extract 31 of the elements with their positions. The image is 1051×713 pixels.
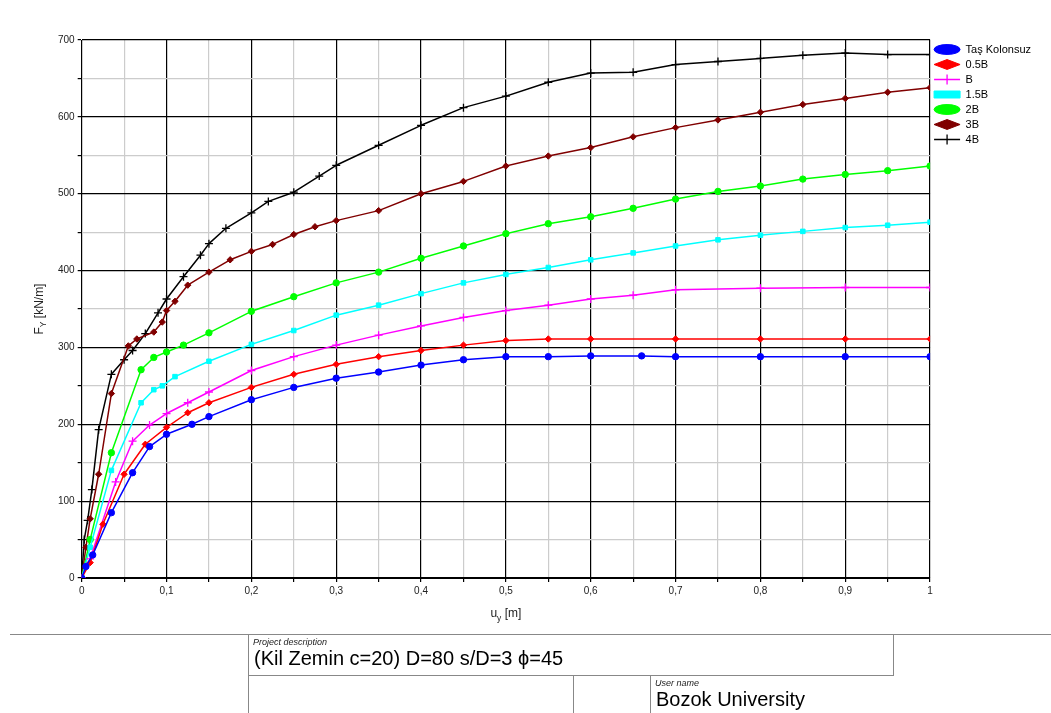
x-tick-label: 0 [78,584,85,596]
x-tick-label: 1 [927,584,934,596]
legend-label: Taş Kolonsuz [965,42,1032,55]
y-tick-label: 100 [58,494,76,506]
legend-label: 3B [965,117,980,130]
y-tick-label: 600 [58,110,76,122]
text: User name [655,678,700,688]
y-tick-label: 0 [69,571,76,583]
x-tick-label: 0,7 [668,584,683,596]
legend-label: B [965,72,973,85]
x-tick-label: 0,1 [159,584,174,596]
y-tick-label: 300 [58,341,76,353]
x-tick-label: 0,3 [329,584,344,596]
text: Bozok University [656,688,805,711]
y-tick-label: 200 [58,418,76,430]
y-tick-label: 400 [58,264,76,276]
x-tick-label: 0,9 [838,584,853,596]
legend-label: 4B [965,132,980,145]
x-tick-label: 0,2 [244,584,259,596]
legend-label: 2B [965,102,980,115]
x-tick-label: 0,8 [753,584,768,596]
text: (Kil Zemin c=20) D=80 s/D=3 ϕ=45 [254,647,564,670]
y-axis-title: FY [kN/m] [32,283,49,335]
x-tick-label: 0,5 [498,584,514,596]
text: Project description [253,637,328,647]
y-tick-label: 700 [58,33,76,45]
x-tick-label: 0,6 [583,584,599,596]
legend-label: 0.5B [965,57,989,70]
x-tick-label: 0,4 [414,584,429,596]
legend-label: 1.5B [965,87,989,100]
y-tick-label: 500 [58,187,76,199]
